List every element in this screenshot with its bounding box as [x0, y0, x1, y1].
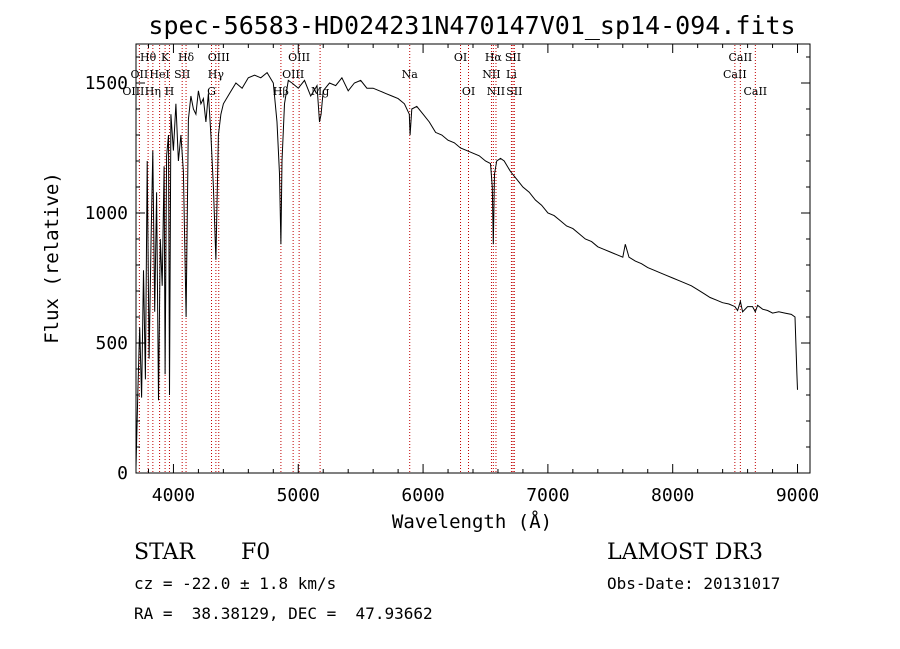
line-label: SII [506, 85, 522, 98]
line-label: SII [505, 51, 521, 64]
line-label: CaII [729, 51, 753, 64]
line-label: Hα [485, 51, 503, 64]
x-axis-ticks: 4000 5000 6000 7000 8000 9000 [147, 44, 819, 506]
x-tick-label: 6000 [401, 485, 444, 506]
line-label: CaII [723, 68, 747, 81]
x-axis-label: Wavelength (Å) [392, 510, 552, 533]
line-label: Hδ [178, 51, 195, 64]
x-tick-label: 4000 [152, 485, 195, 506]
line-label: OIII [282, 68, 304, 81]
line-label: H [165, 85, 175, 98]
plot-frame [135, 43, 811, 474]
y-tick-label: 0 [117, 463, 128, 484]
emission-line-markers [138, 45, 756, 473]
line-label: OIII [288, 51, 310, 64]
chart-title: spec-56583-HD024231N470147V01_sp14-094.f… [148, 11, 795, 40]
spectrum-line [135, 71, 798, 468]
redshift-line: cz = -22.0 ± 1.8 km/s [134, 574, 337, 593]
line-label: K [161, 51, 170, 64]
line-label: Hβ [273, 85, 289, 98]
line-label: OIII [208, 51, 230, 64]
line-label: OIII [122, 85, 144, 98]
line-label: HeI [149, 68, 169, 81]
line-label: Hη [145, 85, 161, 98]
line-label: G [207, 85, 216, 98]
line-label: Li [506, 68, 517, 81]
y-axis-label: Flux (relative) [41, 172, 63, 344]
line-label: SII [174, 68, 190, 81]
line-label: Hγ [208, 68, 225, 81]
line-label: OI [454, 51, 467, 64]
spectral-subclass: F0 [241, 540, 271, 565]
x-tick-label: 5000 [277, 485, 320, 506]
line-label: OII [131, 68, 149, 81]
line-label: CaII [743, 85, 767, 98]
x-tick-label: 8000 [651, 485, 694, 506]
obs-date-line: Obs-Date: 20131017 [607, 574, 781, 593]
line-label: OI [462, 85, 475, 98]
y-tick-label: 1000 [85, 203, 128, 224]
line-label: NII [487, 85, 505, 98]
object-class: STAR [134, 540, 195, 565]
coordinates-line: RA = 38.38129, DEC = 47.93662 [134, 604, 433, 623]
line-label: NII [482, 68, 500, 81]
y-tick-label: 1500 [85, 73, 128, 94]
line-label: Na [402, 68, 419, 81]
line-label: Hθ [140, 51, 157, 64]
y-tick-label: 500 [95, 333, 128, 354]
x-tick-label: 7000 [526, 485, 569, 506]
y-axis-ticks: 0 500 1000 1500 [85, 56, 810, 484]
x-tick-label: 9000 [776, 485, 819, 506]
survey-name: LAMOST DR3 [607, 540, 763, 565]
